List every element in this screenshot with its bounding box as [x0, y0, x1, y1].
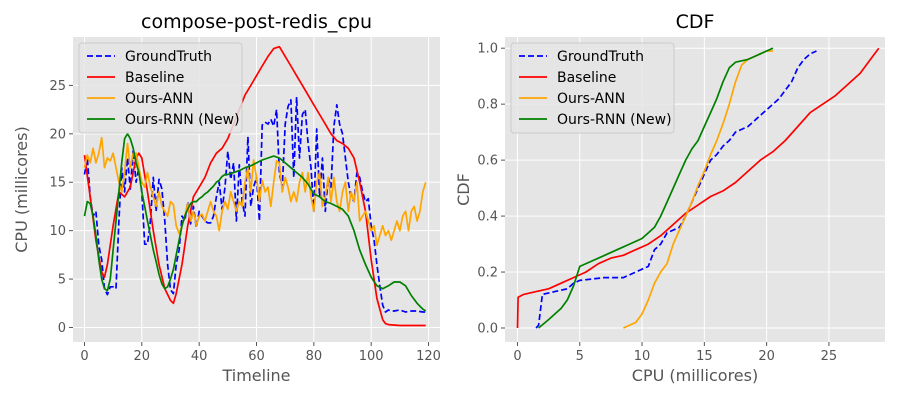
legend-label: Ours-ANN — [125, 91, 193, 107]
x-tick-label: 20 — [134, 349, 151, 364]
x-tick-label: 0 — [513, 349, 521, 364]
legend: GroundTruth Baseline Ours-ANN Ours-RNN (New… — [510, 42, 675, 134]
x-axis-label: CPU (millicores) — [632, 366, 758, 385]
y-tick-label: 15 — [49, 176, 66, 191]
legend-label: GroundTruth — [557, 49, 644, 65]
y-tick-label: 0.8 — [477, 98, 498, 113]
x-tick-label: 80 — [306, 349, 323, 364]
y-tick-label: 10 — [49, 224, 66, 239]
y-axis-label: CPU (millicores) — [12, 126, 31, 252]
legend-label: Ours-ANN — [557, 91, 625, 107]
y-tick-label: 0.2 — [477, 266, 498, 281]
chart-left-timeline: 0 20 40 60 80 100 120 0 5 10 15 20 25 compose-post-re… — [12, 11, 441, 385]
legend-label: Baseline — [125, 70, 184, 86]
series-line-ours-rnn-new — [538, 47, 774, 329]
legend-label: Ours-RNN (New) — [125, 112, 240, 128]
y-tick-label: 5 — [58, 273, 66, 288]
x-tick-label: 15 — [696, 349, 713, 364]
legend: GroundTruth Baseline Ours-ANN Ours-RNN (New… — [78, 42, 243, 134]
x-tick-label: 5 — [576, 349, 584, 364]
legend-label: Ours-RNN (New) — [557, 112, 672, 128]
y-tick-label: 20 — [49, 127, 66, 142]
legend-label: Baseline — [557, 70, 616, 86]
y-tick-label: 0.6 — [477, 154, 498, 169]
series-line-ours-ann — [83, 136, 427, 247]
series-line-baseline — [516, 47, 880, 329]
y-tick-label: 0.0 — [477, 322, 498, 337]
x-tick-label: 0 — [80, 349, 88, 364]
x-axis-label: Timeline — [221, 366, 290, 385]
y-tick-label: 25 — [49, 79, 66, 94]
legend-box — [78, 42, 243, 134]
chart-title: CDF — [676, 11, 715, 33]
legend-box — [510, 42, 675, 134]
x-tick-label: 25 — [821, 349, 838, 364]
legend-label: GroundTruth — [125, 49, 212, 65]
y-tick-label: 1.0 — [477, 42, 498, 57]
chart-right-cdf: 0 5 10 15 20 25 0.0 0.2 0.4 0.6 0.8 1.0 CDF CPU (mill… — [454, 11, 885, 385]
y-axis-label: CDF — [454, 173, 473, 206]
x-tick-label: 60 — [248, 349, 265, 364]
x-tick-label: 20 — [758, 349, 775, 364]
x-tick-label: 100 — [359, 349, 384, 364]
y-tick-label: 0.4 — [477, 210, 498, 225]
x-tick-label: 40 — [191, 349, 208, 364]
chart-title: compose-post-redis_cpu — [141, 11, 372, 33]
series-line-ours-rnn-new — [83, 132, 427, 312]
x-tick-label: 120 — [416, 349, 441, 364]
y-tick-label: 0 — [58, 321, 66, 336]
x-tick-label: 10 — [634, 349, 651, 364]
